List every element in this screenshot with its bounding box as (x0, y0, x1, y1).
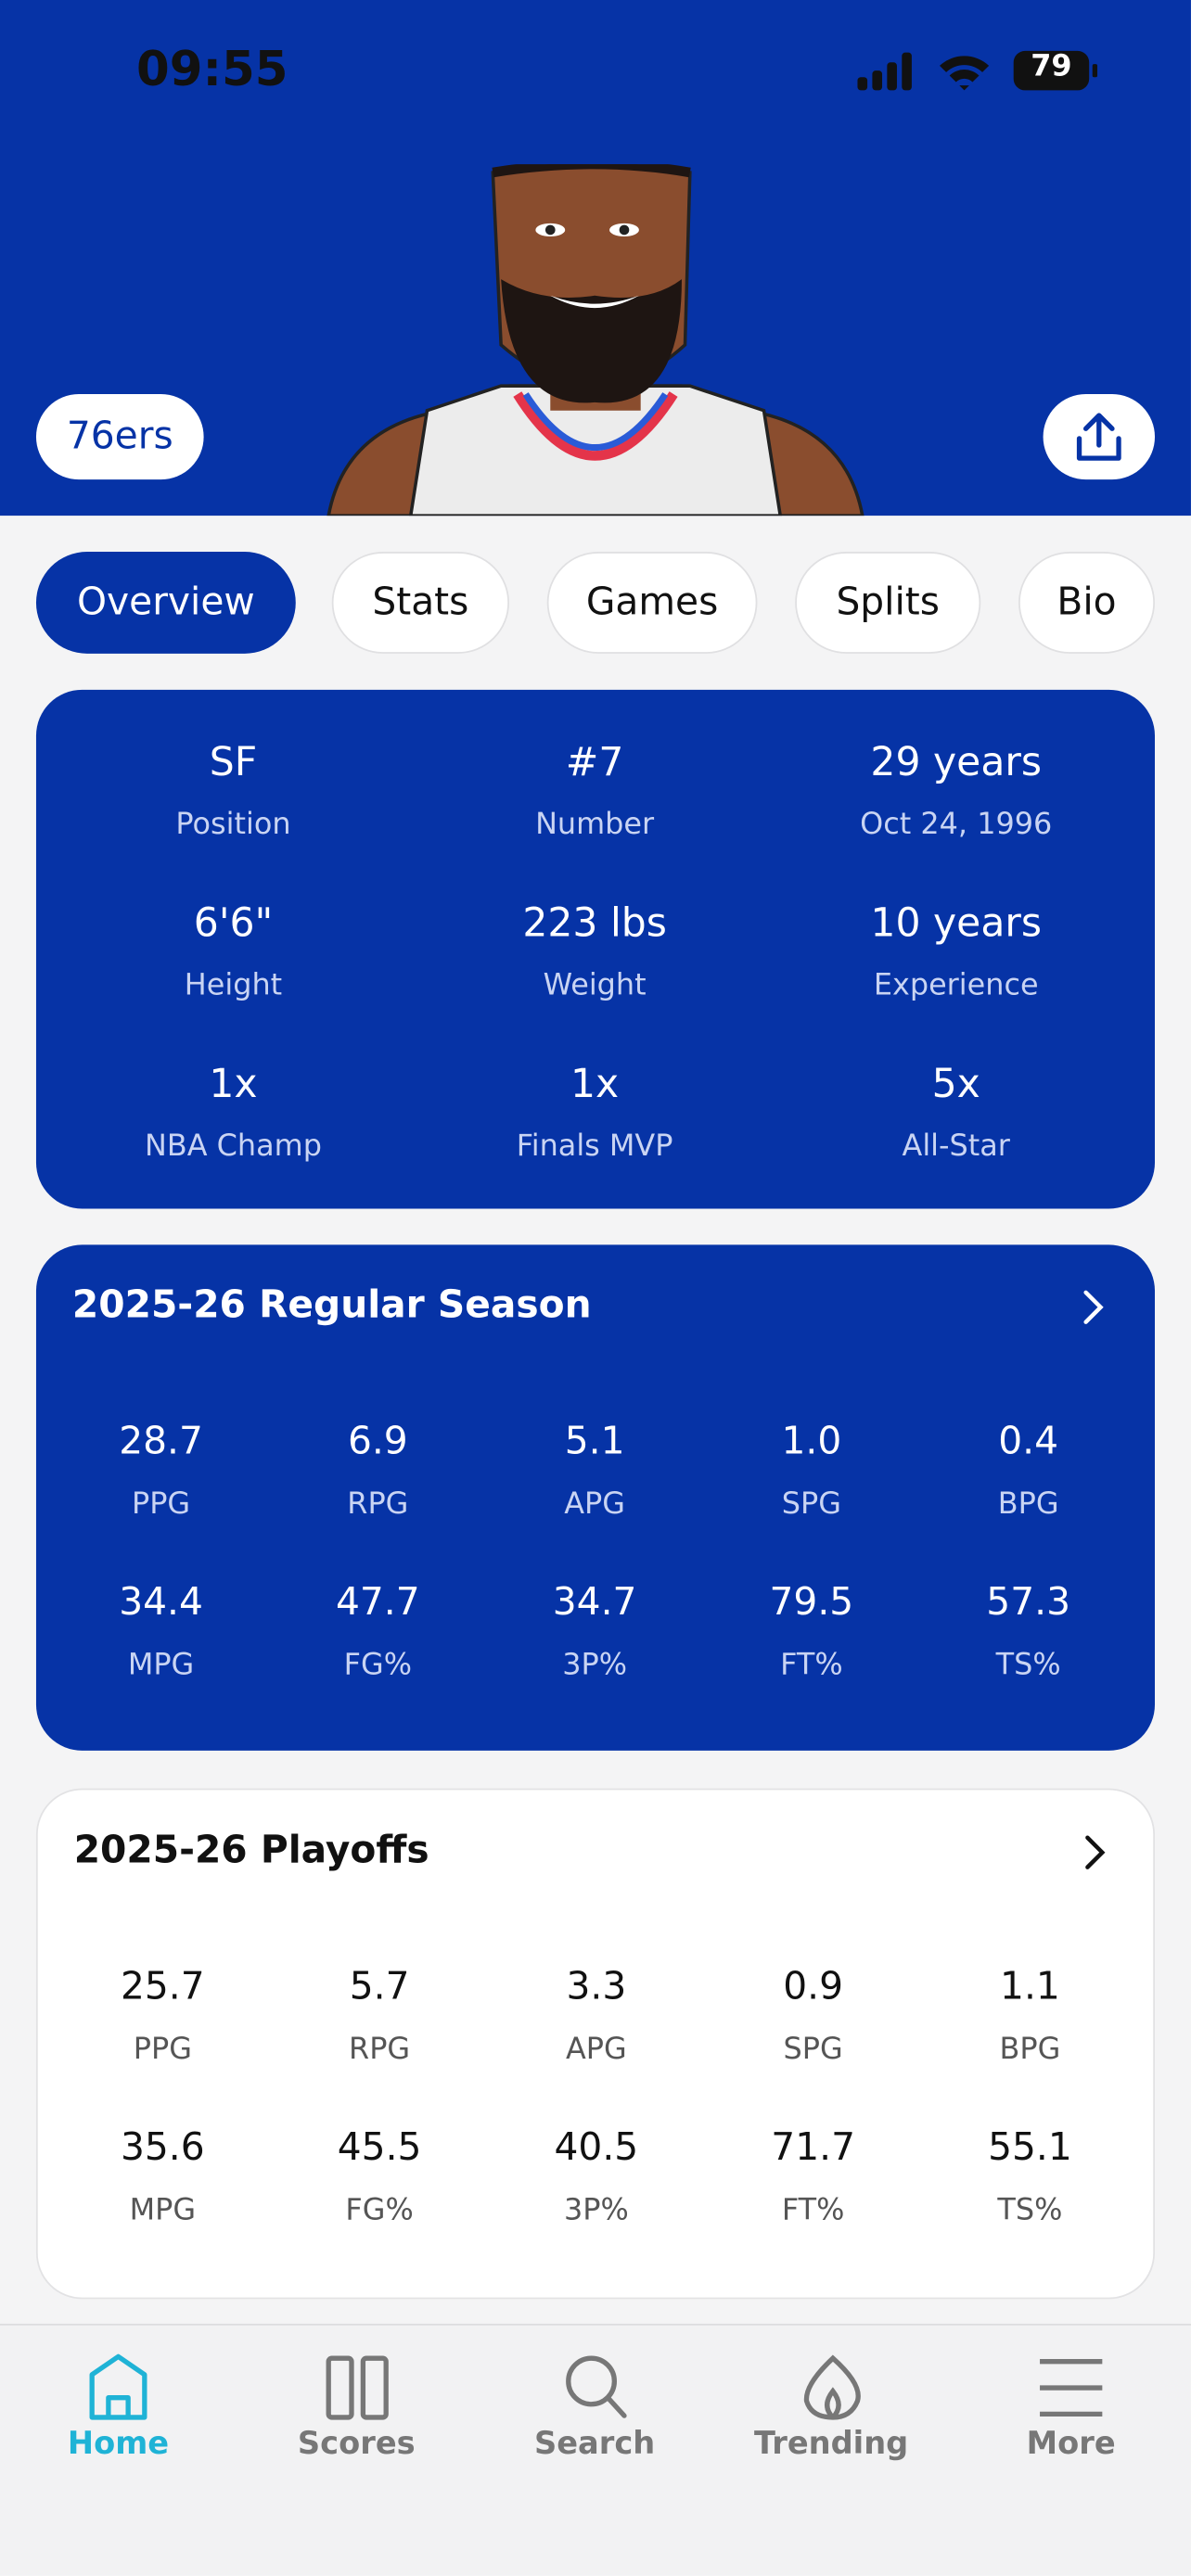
info-label: Height (184, 968, 283, 1003)
tab[interactable]: Bio (1018, 552, 1156, 654)
stat-label: RPG (349, 2032, 411, 2067)
stat-label: APG (565, 2032, 627, 2067)
info-label: NBA Champ (145, 1129, 322, 1164)
tab[interactable]: Splits (795, 552, 981, 654)
stat-label: 3P% (563, 2193, 629, 2228)
info-value: #7 (565, 738, 624, 785)
stat-label: FT% (780, 1648, 843, 1683)
season-title: 2025-26 Playoffs (73, 1829, 429, 1872)
stat-value: 45.5 (337, 2126, 422, 2170)
stat-value: 5.1 (564, 1420, 625, 1463)
stat-value: 25.7 (120, 1965, 205, 2009)
tab[interactable]: Overview (35, 552, 296, 654)
season-card[interactable]: 2025-26 Regular Season 28.7 PPG 6.9 RPG 5.1 AP… (35, 1244, 1156, 1751)
info-value: 10 years (870, 899, 1043, 947)
stat-value: 28.7 (119, 1420, 203, 1463)
nav-item[interactable]: Trending (753, 2425, 909, 2462)
info-value: 6'6" (193, 899, 274, 947)
stat-label: TS% (997, 2193, 1063, 2228)
info-value: 1x (570, 1061, 620, 1107)
info-value: SF (209, 738, 258, 785)
nav-item[interactable]: More (1026, 2425, 1116, 2462)
status-icons (857, 50, 1098, 91)
stat-label: PPG (133, 2032, 192, 2067)
season-card[interactable]: 2025-26 Playoffs 25.7 PPG 5.7 RPG 3.3 APG 0.9 SP… (35, 1788, 1156, 2300)
stat-value: 34.7 (552, 1581, 637, 1625)
stat-value: 0.4 (998, 1420, 1059, 1463)
stat-label: MPG (129, 2193, 197, 2228)
stat-label: 3P% (562, 1648, 628, 1683)
nav-item[interactable]: Home (67, 2425, 170, 2462)
battery-level: 79 (1031, 49, 1072, 84)
stat-value: 6.9 (347, 1420, 408, 1463)
stat-value: 79.5 (769, 1581, 854, 1625)
stat-label: RPG (347, 1486, 409, 1522)
tab[interactable]: Games (546, 552, 758, 654)
team-button[interactable]: 76ers (35, 394, 204, 480)
stat-value: 57.3 (986, 1581, 1071, 1625)
chevron (1085, 1835, 1106, 1869)
stat-value: 5.7 (349, 1965, 410, 2009)
stat-value: 0.9 (783, 1965, 844, 2009)
nav-item[interactable]: Scores (297, 2425, 416, 2462)
info-label: Experience (873, 968, 1039, 1003)
info-value: 29 years (870, 738, 1043, 785)
nav-icons (89, 2353, 1103, 2420)
stat-value: 55.1 (988, 2126, 1072, 2170)
stat-label: FG% (345, 2193, 414, 2228)
stat-value: 34.4 (119, 1581, 203, 1625)
share-button[interactable] (1043, 394, 1156, 480)
stat-value: 71.7 (771, 2126, 855, 2170)
stat-label: BPG (997, 1486, 1059, 1522)
stat-value: 40.5 (554, 2126, 639, 2170)
stat-value: 3.3 (566, 1965, 627, 2009)
info-value: 1x (209, 1061, 258, 1107)
stat-label: FT% (781, 2193, 845, 2228)
tab[interactable]: Stats (331, 552, 510, 654)
stat-label: BPG (999, 2032, 1061, 2067)
stat-label: APG (564, 1486, 625, 1522)
stat-label: TS% (995, 1648, 1061, 1683)
info-card: SF Position #7 Number 29 years Oct 24, 1996 6'… (35, 689, 1156, 1209)
info-label: Position (175, 807, 291, 842)
stat-label: MPG (127, 1648, 195, 1683)
share-icon (1076, 413, 1121, 461)
info-label: Finals MVP (516, 1129, 673, 1164)
info-value: 223 lbs (522, 899, 667, 947)
stat-value: 1.0 (781, 1420, 842, 1463)
info-label: All-Star (902, 1129, 1010, 1164)
stat-label: SPG (781, 1486, 841, 1522)
info-label: Weight (543, 968, 647, 1003)
info-label: Oct 24, 1996 (860, 807, 1053, 842)
nav-item[interactable]: Search (533, 2425, 656, 2462)
stat-value: 1.1 (1000, 1965, 1060, 2009)
season-title: 2025-26 Regular Season (71, 1283, 592, 1327)
stat-label: FG% (343, 1648, 412, 1683)
bottom-nav (0, 2323, 1191, 2575)
info-label: Number (535, 807, 655, 842)
player-avatar (327, 164, 864, 516)
status-time: 09:55 (135, 41, 288, 97)
info-value: 5x (931, 1061, 980, 1107)
stat-label: SPG (783, 2032, 843, 2067)
chevron (1083, 1290, 1104, 1324)
stat-value: 47.7 (335, 1581, 420, 1625)
stat-label: PPG (131, 1486, 191, 1522)
stat-value: 35.6 (120, 2126, 205, 2170)
